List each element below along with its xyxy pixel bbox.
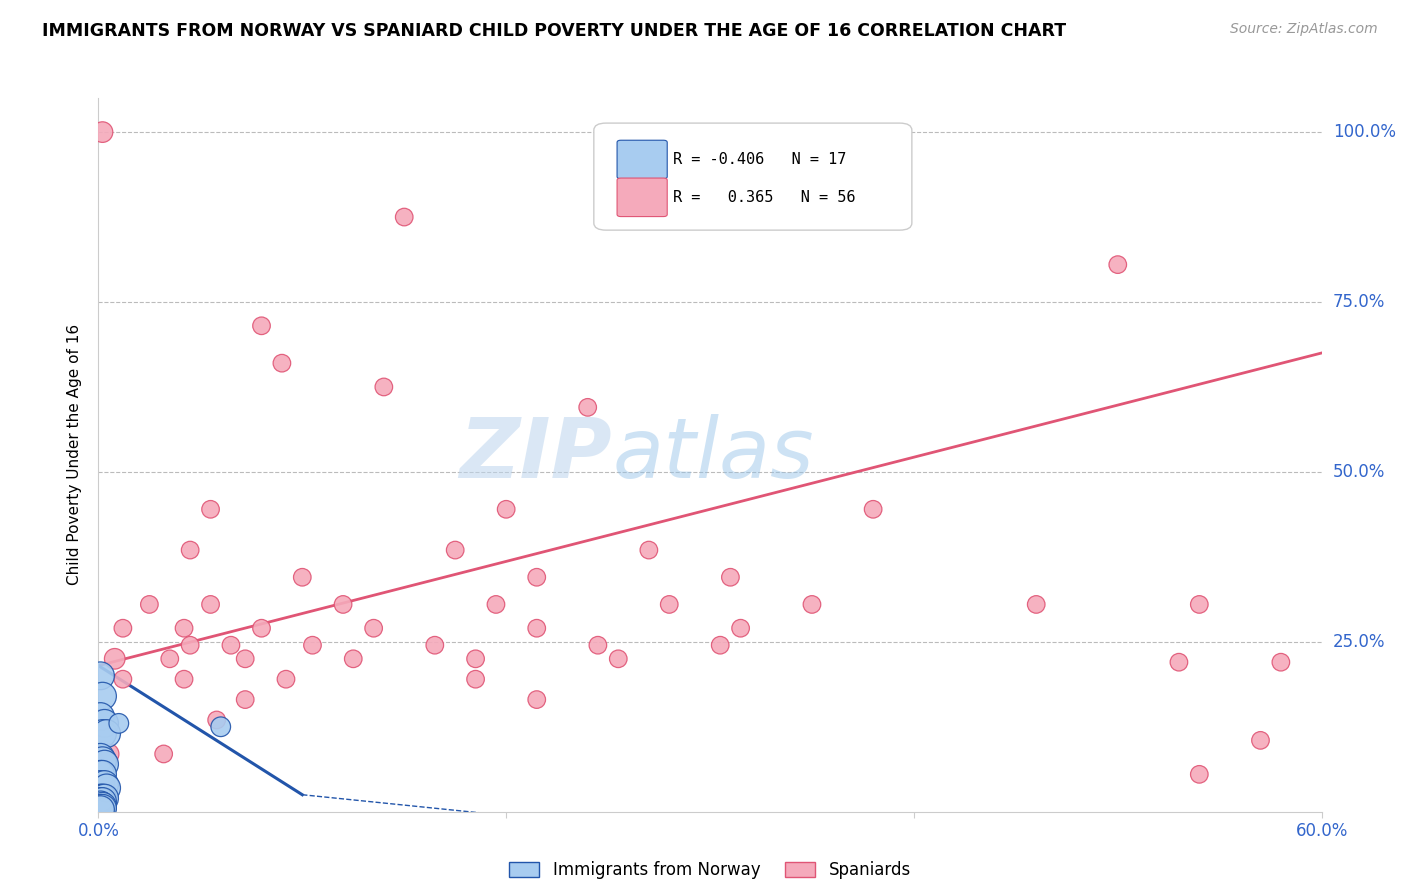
Point bbox=[89, 795, 111, 809]
Point bbox=[1249, 733, 1271, 747]
Point bbox=[179, 543, 201, 558]
Point bbox=[93, 778, 115, 792]
Point bbox=[586, 638, 609, 652]
Text: 50.0%: 50.0% bbox=[1333, 463, 1385, 481]
Y-axis label: Child Poverty Under the Age of 16: Child Poverty Under the Age of 16 bbox=[67, 325, 83, 585]
Point bbox=[342, 652, 364, 666]
Point bbox=[485, 598, 508, 612]
Point bbox=[108, 716, 131, 731]
Point bbox=[464, 672, 486, 686]
Point bbox=[250, 621, 273, 635]
Point bbox=[111, 621, 134, 635]
Point bbox=[270, 356, 294, 370]
Point bbox=[862, 502, 884, 516]
Point bbox=[709, 638, 731, 652]
Point bbox=[104, 652, 127, 666]
Point bbox=[495, 502, 517, 516]
Point bbox=[718, 570, 742, 584]
Point bbox=[233, 652, 256, 666]
Point bbox=[801, 598, 824, 612]
Point bbox=[274, 672, 297, 686]
Point bbox=[332, 598, 354, 612]
Point bbox=[89, 669, 111, 683]
Point bbox=[89, 709, 111, 723]
Point bbox=[200, 502, 222, 516]
Point bbox=[526, 692, 548, 706]
Point bbox=[173, 621, 195, 635]
Point bbox=[301, 638, 323, 652]
FancyBboxPatch shape bbox=[617, 140, 668, 178]
Point bbox=[152, 747, 174, 761]
Point bbox=[96, 780, 118, 795]
Point bbox=[89, 801, 111, 815]
Point bbox=[91, 125, 114, 139]
Point bbox=[363, 621, 385, 635]
Point bbox=[373, 380, 395, 394]
Point bbox=[637, 543, 661, 558]
Point bbox=[93, 716, 115, 731]
Point bbox=[200, 598, 222, 612]
Point bbox=[91, 726, 114, 740]
Point bbox=[464, 652, 486, 666]
Point bbox=[97, 747, 120, 761]
Point bbox=[1025, 598, 1047, 612]
Point bbox=[526, 570, 548, 584]
Point bbox=[93, 757, 115, 772]
Text: 25.0%: 25.0% bbox=[1333, 632, 1385, 651]
Point bbox=[91, 767, 114, 781]
Point bbox=[219, 638, 242, 652]
Text: IMMIGRANTS FROM NORWAY VS SPANIARD CHILD POVERTY UNDER THE AGE OF 16 CORRELATION: IMMIGRANTS FROM NORWAY VS SPANIARD CHILD… bbox=[42, 22, 1066, 40]
Point bbox=[91, 795, 114, 809]
Point bbox=[205, 713, 228, 727]
Point bbox=[423, 638, 446, 652]
Text: 100.0%: 100.0% bbox=[1333, 123, 1396, 141]
Point bbox=[91, 791, 114, 805]
Point bbox=[1188, 767, 1211, 781]
Point bbox=[89, 791, 111, 805]
Point bbox=[658, 598, 681, 612]
Text: R = -0.406   N = 17: R = -0.406 N = 17 bbox=[673, 152, 846, 167]
Point bbox=[91, 801, 114, 815]
Point bbox=[392, 210, 416, 224]
Point bbox=[96, 726, 118, 740]
FancyBboxPatch shape bbox=[593, 123, 912, 230]
Point bbox=[1107, 258, 1129, 272]
Point bbox=[138, 598, 160, 612]
Point bbox=[1167, 655, 1189, 669]
Point bbox=[159, 652, 181, 666]
Point bbox=[173, 672, 195, 686]
Point bbox=[250, 318, 273, 333]
Point bbox=[179, 638, 201, 652]
Point bbox=[91, 799, 114, 814]
Point bbox=[1392, 128, 1406, 143]
Point bbox=[91, 754, 114, 768]
FancyBboxPatch shape bbox=[617, 178, 668, 217]
Point bbox=[233, 692, 256, 706]
Point bbox=[89, 750, 111, 764]
Text: ZIP: ZIP bbox=[460, 415, 612, 495]
Point bbox=[576, 401, 599, 415]
Point bbox=[209, 720, 232, 734]
Point bbox=[1188, 598, 1211, 612]
Point bbox=[89, 797, 111, 812]
Point bbox=[91, 689, 114, 703]
Point bbox=[1270, 655, 1292, 669]
Point bbox=[93, 791, 115, 805]
Point bbox=[111, 672, 134, 686]
Point bbox=[607, 652, 630, 666]
Text: atlas: atlas bbox=[612, 415, 814, 495]
Point bbox=[526, 621, 548, 635]
Point bbox=[444, 543, 467, 558]
Point bbox=[730, 621, 752, 635]
Text: Source: ZipAtlas.com: Source: ZipAtlas.com bbox=[1230, 22, 1378, 37]
Legend: Immigrants from Norway, Spaniards: Immigrants from Norway, Spaniards bbox=[502, 855, 918, 886]
Text: 75.0%: 75.0% bbox=[1333, 293, 1385, 311]
Point bbox=[89, 803, 111, 817]
Point bbox=[89, 767, 111, 781]
Point bbox=[291, 570, 314, 584]
Text: R =   0.365   N = 56: R = 0.365 N = 56 bbox=[673, 190, 856, 205]
Point bbox=[89, 778, 111, 792]
